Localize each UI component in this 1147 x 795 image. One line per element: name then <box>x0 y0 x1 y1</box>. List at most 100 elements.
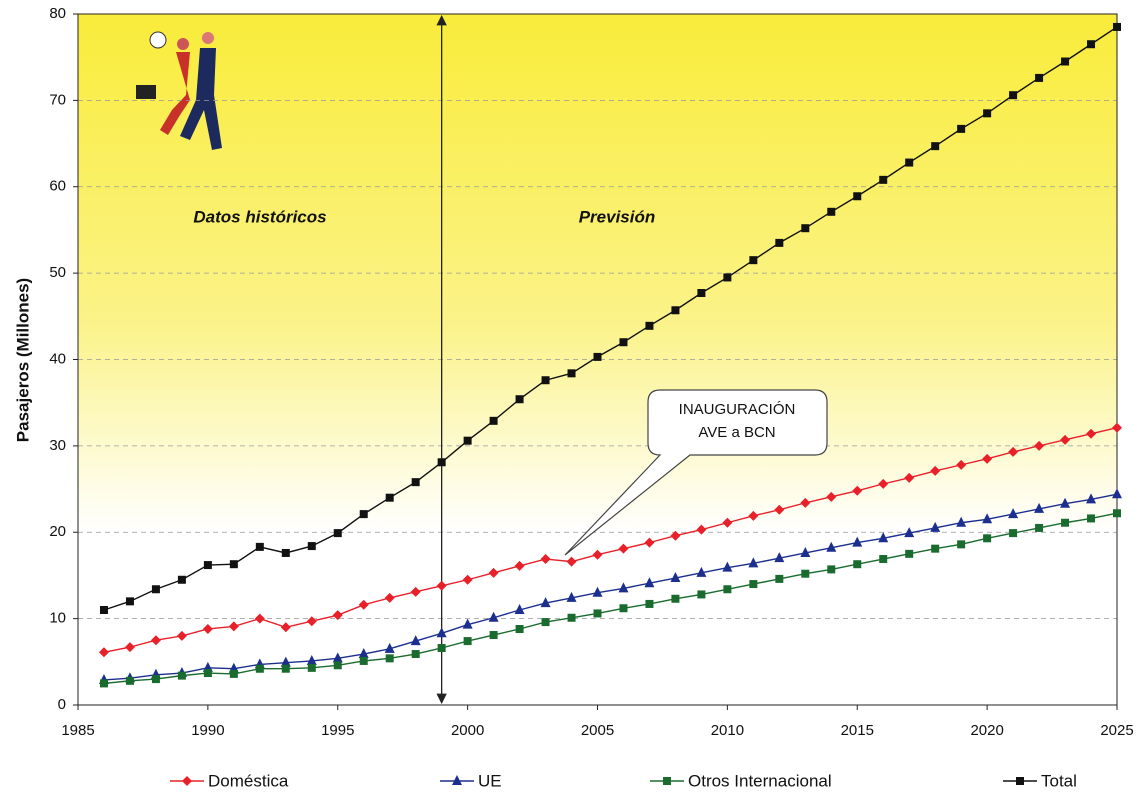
x-tick-label: 2020 <box>970 722 1003 739</box>
plot-border <box>77 13 1118 706</box>
data-point <box>957 540 966 549</box>
data-point <box>904 527 915 538</box>
data-point <box>567 369 576 378</box>
x-tick-label: 2005 <box>581 722 614 739</box>
legend-marker <box>663 777 671 785</box>
data-point <box>1008 508 1019 519</box>
data-point <box>956 516 967 527</box>
data-point <box>177 671 186 680</box>
data-point <box>306 616 317 627</box>
data-point <box>956 459 967 470</box>
data-point <box>567 613 576 622</box>
y-tick-label: 70 <box>49 91 66 108</box>
data-point <box>801 569 810 578</box>
data-point <box>853 560 862 569</box>
data-point <box>124 642 135 653</box>
callout-text: AVE a BCN <box>698 424 775 441</box>
data-point <box>540 597 551 608</box>
x-tick-label: 1995 <box>321 722 354 739</box>
data-point <box>151 585 160 594</box>
data-point <box>463 436 472 445</box>
data-point <box>358 648 369 659</box>
data-point <box>800 497 811 508</box>
data-point <box>645 599 654 608</box>
y-tick-label: 0 <box>58 696 66 713</box>
data-point <box>488 611 499 622</box>
data-point <box>1009 91 1018 100</box>
data-point <box>462 618 473 629</box>
data-point <box>229 669 238 678</box>
data-point <box>983 109 992 118</box>
callout: INAUGURACIÓN AVE a BCN <box>564 389 828 556</box>
data-point <box>176 630 187 641</box>
data-point <box>411 650 420 659</box>
data-point <box>125 676 134 685</box>
data-point <box>385 654 394 663</box>
data-point <box>774 552 785 563</box>
data-point <box>722 561 733 572</box>
data-point <box>514 603 525 614</box>
data-point <box>931 544 940 553</box>
series-line <box>103 26 1118 611</box>
data-point <box>1087 40 1096 49</box>
data-point <box>749 256 758 265</box>
data-point <box>332 652 343 663</box>
data-point <box>696 566 707 577</box>
x-tick-label: 2010 <box>711 722 744 739</box>
data-point <box>723 585 732 594</box>
data-point <box>618 582 629 593</box>
data-point <box>384 592 395 603</box>
data-point <box>671 594 680 603</box>
data-point <box>878 478 889 489</box>
data-point <box>177 575 186 584</box>
y-tick-label: 60 <box>49 178 66 195</box>
data-point <box>983 534 992 543</box>
data-point <box>697 590 706 599</box>
data-point <box>99 605 108 614</box>
data-point <box>358 599 369 610</box>
legend-label: Doméstica <box>208 771 289 790</box>
data-point <box>905 549 914 558</box>
data-point <box>723 273 732 282</box>
y-tick-label: 80 <box>49 5 66 22</box>
x-tick-label: 2015 <box>841 722 874 739</box>
data-point <box>593 609 602 618</box>
y-axis-label: Pasajeros (Millones) <box>13 278 32 442</box>
data-point <box>931 142 940 151</box>
legend-label: UE <box>478 771 502 790</box>
data-point <box>853 192 862 201</box>
data-point <box>462 574 473 585</box>
data-point <box>98 647 109 658</box>
data-point <box>359 510 368 519</box>
data-point <box>228 621 239 632</box>
legend-label: Otros Internacional <box>688 771 832 790</box>
data-point <box>722 517 733 528</box>
data-point <box>852 485 863 496</box>
data-point <box>1034 440 1045 451</box>
data-point <box>385 493 394 502</box>
data-point <box>463 637 472 646</box>
data-point <box>1009 529 1018 538</box>
series-line <box>103 427 1118 653</box>
plot: 0 10 20 30 40 50 60 70 80 1985 1990 1995 2000 2005 201… <box>49 5 1133 739</box>
y-tick-label: 10 <box>49 610 66 627</box>
series-line <box>103 512 1118 685</box>
data-point <box>489 416 498 425</box>
data-point <box>202 623 213 634</box>
data-point <box>879 175 888 184</box>
data-point <box>827 207 836 216</box>
data-point <box>489 631 498 640</box>
data-point <box>566 556 577 567</box>
data-point <box>515 395 524 404</box>
callout-box <box>564 389 828 556</box>
data-point <box>775 574 784 583</box>
legend-marker <box>1016 777 1024 785</box>
data-point <box>827 565 836 574</box>
data-point <box>618 543 629 554</box>
data-point <box>540 554 551 565</box>
legend-label: Total <box>1041 771 1077 790</box>
data-point <box>800 546 811 557</box>
x-tick-label: 2025 <box>1100 722 1133 739</box>
data-point <box>619 338 628 347</box>
legend-marker <box>182 776 192 786</box>
